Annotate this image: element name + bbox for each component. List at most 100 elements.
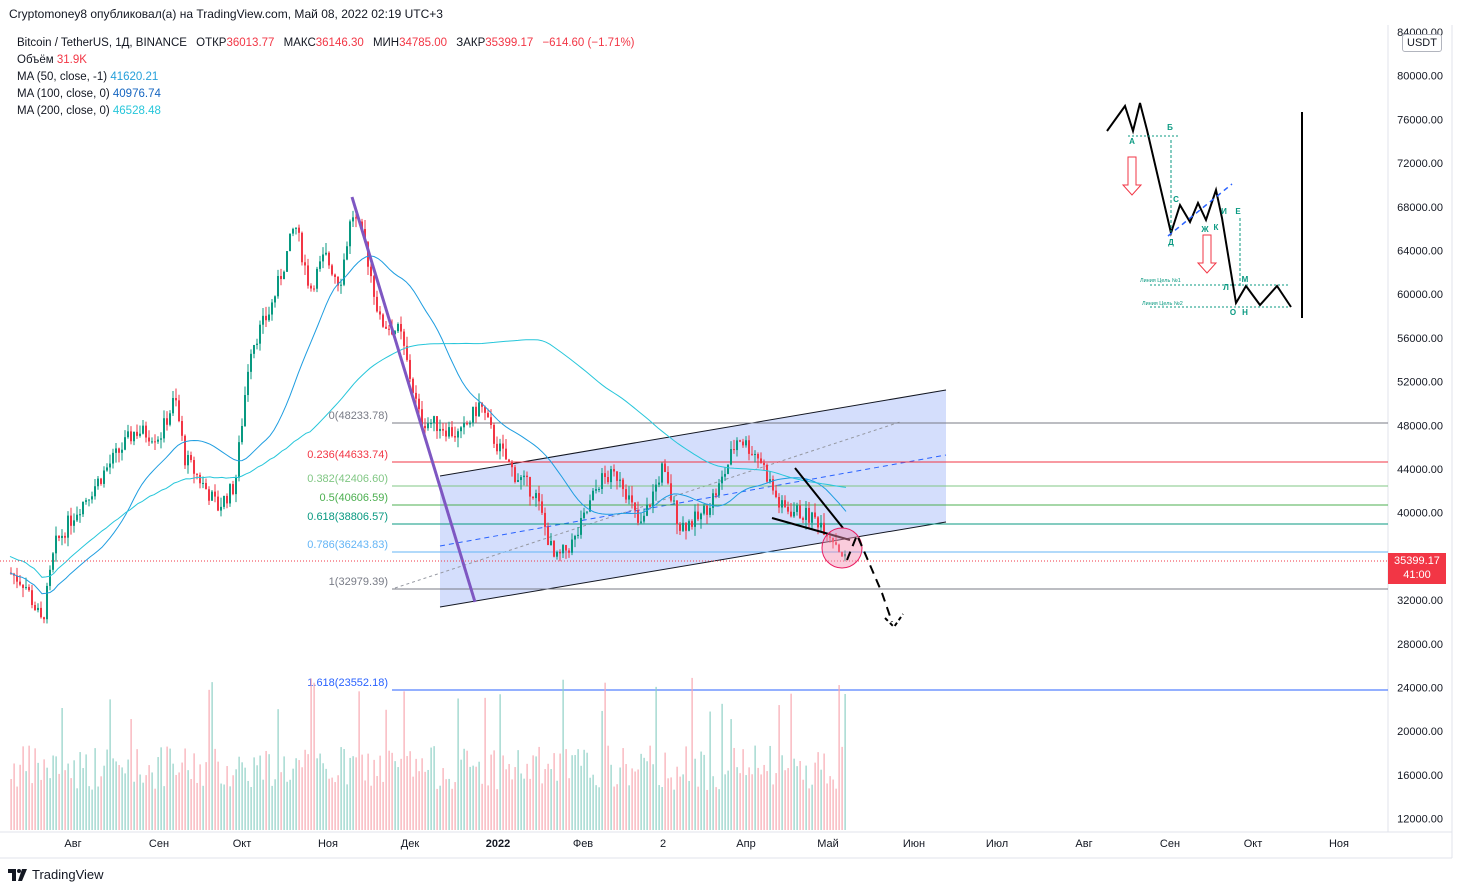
volume-row[interactable]: Объём 31.9K	[17, 52, 635, 69]
price-axis-label: 68000.00	[1397, 202, 1443, 214]
fib-level-label: 0.786(36243.83)	[307, 539, 388, 551]
ma200-value: 46528.48	[112, 105, 161, 117]
inset-letter: Н	[1242, 308, 1248, 317]
time-axis-label: Авг	[64, 838, 81, 850]
time-axis-label: 2022	[486, 838, 510, 850]
inset-letter: С	[1173, 195, 1179, 204]
price-axis-label: 56000.00	[1397, 333, 1443, 345]
ma50-label: MA (50, close, -1)	[17, 71, 108, 83]
projection-path[interactable]	[846, 532, 893, 623]
price-axis-label: 40000.00	[1397, 508, 1443, 520]
time-axis[interactable]: Авг Сен Окт Ноя Дек 2022 Фев 2 Апр Май Июн Июл Авг Се…	[64, 838, 1349, 850]
price-axis-label: 60000.00	[1397, 289, 1443, 301]
svg-text:Линия Цель №1: Линия Цель №1	[1140, 278, 1181, 284]
time-axis-label: Авг	[1075, 838, 1092, 850]
inset-letter: К	[1214, 223, 1219, 232]
time-axis-label: Окт	[233, 838, 252, 850]
price-axis-label: 48000.00	[1397, 420, 1443, 432]
inset-letter: О	[1230, 308, 1236, 317]
time-axis-label: Июл	[986, 838, 1008, 850]
time-axis-label: Ноя	[1329, 838, 1349, 850]
footer[interactable]: TradingView	[8, 867, 104, 882]
ma50-row[interactable]: MA (50, close, -1) 41620.21	[17, 69, 635, 86]
price-candles	[10, 210, 846, 624]
ma50-line[interactable]	[9, 255, 847, 595]
downtrend-line[interactable]	[350, 196, 477, 603]
inset-letter: И	[1221, 207, 1227, 216]
breakdown-circle[interactable]	[821, 527, 863, 569]
time-axis-label: Июн	[903, 838, 925, 850]
price-axis[interactable]: 84000.0080000.0076000.0072000.0068000.00…	[1397, 27, 1443, 826]
publisher-line: Cryptomoney8 опубликовал(а) на TradingVi…	[9, 7, 443, 21]
time-axis-label: 2	[660, 838, 666, 850]
last-price-value: 35399.17	[1394, 555, 1440, 567]
open-label: ОТКР	[196, 37, 227, 49]
fib-level-label: 0.382(42406.60)	[307, 473, 388, 485]
volume-bars	[10, 677, 846, 830]
channel-lower-line[interactable]	[439, 521, 947, 608]
inset-pattern-diagram[interactable]: А Б С Д Е Ж КИ М Л О Н Линия Цель №1 Линия Цель №2	[1106, 102, 1303, 318]
currency-badge[interactable]: USDT	[1402, 34, 1442, 52]
bar-countdown: 41:00	[1403, 569, 1431, 581]
ma100-value: 40976.74	[112, 88, 161, 100]
inset-letter: Е	[1235, 207, 1241, 216]
price-axis-label: 72000.00	[1397, 158, 1443, 170]
time-axis-label: Сен	[1160, 838, 1180, 850]
price-axis-label: 32000.00	[1397, 595, 1443, 607]
close-value: 35399.17	[485, 37, 534, 49]
ma100-label: MA (100, close, 0)	[17, 88, 110, 100]
time-axis-label: Фев	[573, 838, 593, 850]
volume-value: 31.9K	[56, 54, 87, 66]
ma100-row[interactable]: MA (100, close, 0) 40976.74	[17, 86, 635, 103]
price-axis-label: 16000.00	[1397, 770, 1443, 782]
price-axis-label: 28000.00	[1397, 639, 1443, 651]
low-value: 34785.00	[399, 37, 448, 49]
price-axis-label: 80000.00	[1397, 71, 1443, 83]
ma50-value: 41620.21	[110, 71, 159, 83]
chart-legend: Bitcoin / TetherUS, 1Д, BINANCE ОТКР3601…	[17, 35, 635, 120]
time-axis-label: Сен	[149, 838, 169, 850]
inset-letter: Д	[1168, 238, 1174, 247]
time-axis-label: Ноя	[318, 838, 338, 850]
inset-letter: М	[1242, 275, 1249, 284]
inset-letter: Л	[1223, 283, 1229, 292]
time-axis-label: Апр	[736, 838, 755, 850]
time-axis-label: Окт	[1244, 838, 1263, 850]
channel-mid-line	[439, 454, 947, 547]
time-axis-label: Май	[817, 838, 839, 850]
tradingview-logo-icon	[8, 868, 27, 881]
inset-letter: Б	[1167, 123, 1173, 132]
wedge-upper-line[interactable]	[794, 467, 844, 529]
last-price-tag: 35399.17 41:00	[1388, 553, 1446, 584]
volume-label: Объём	[17, 54, 54, 66]
inset-letter: А	[1129, 137, 1135, 146]
fibonacci-retracement[interactable]: 0(48233.78) 0.236(44633.74) 0.382(42406.60…	[307, 410, 1388, 691]
price-axis-label: 64000.00	[1397, 246, 1443, 258]
high-value: 36146.30	[315, 37, 364, 49]
high-label: МАКС	[283, 37, 316, 49]
ma200-line[interactable]	[9, 339, 847, 578]
fib-level-label: 0.5(40606.59)	[320, 492, 389, 504]
price-axis-label: 12000.00	[1397, 814, 1443, 826]
symbol-row: Bitcoin / TetherUS, 1Д, BINANCE ОТКР3601…	[17, 35, 635, 52]
projection-arrow-head	[884, 613, 904, 629]
wedge-lower-line[interactable]	[771, 517, 851, 541]
inset-letter: Ж	[1200, 225, 1209, 234]
low-label: МИН	[372, 37, 400, 49]
ma200-label: MA (200, close, 0)	[17, 105, 110, 117]
fib-level-label: 0.236(44633.74)	[307, 449, 388, 461]
fib-level-label: 0.618(38806.57)	[307, 511, 388, 523]
close-label: ЗАКР	[456, 37, 486, 49]
price-axis-label: 20000.00	[1397, 726, 1443, 738]
fib-level-label: 0(48233.78)	[329, 410, 388, 422]
footer-brand: TradingView	[32, 867, 104, 882]
symbol-title[interactable]: Bitcoin / TetherUS, 1Д, BINANCE	[17, 37, 187, 49]
ma200-row[interactable]: MA (200, close, 0) 46528.48	[17, 103, 635, 120]
fib-level-label: 1.618(23552.18)	[307, 677, 388, 689]
price-axis-label: 24000.00	[1397, 683, 1443, 695]
open-value: 36013.77	[226, 37, 275, 49]
fib-level-label: 1(32979.39)	[329, 576, 388, 588]
time-axis-label: Дек	[401, 838, 420, 850]
price-axis-label: 52000.00	[1397, 377, 1443, 389]
